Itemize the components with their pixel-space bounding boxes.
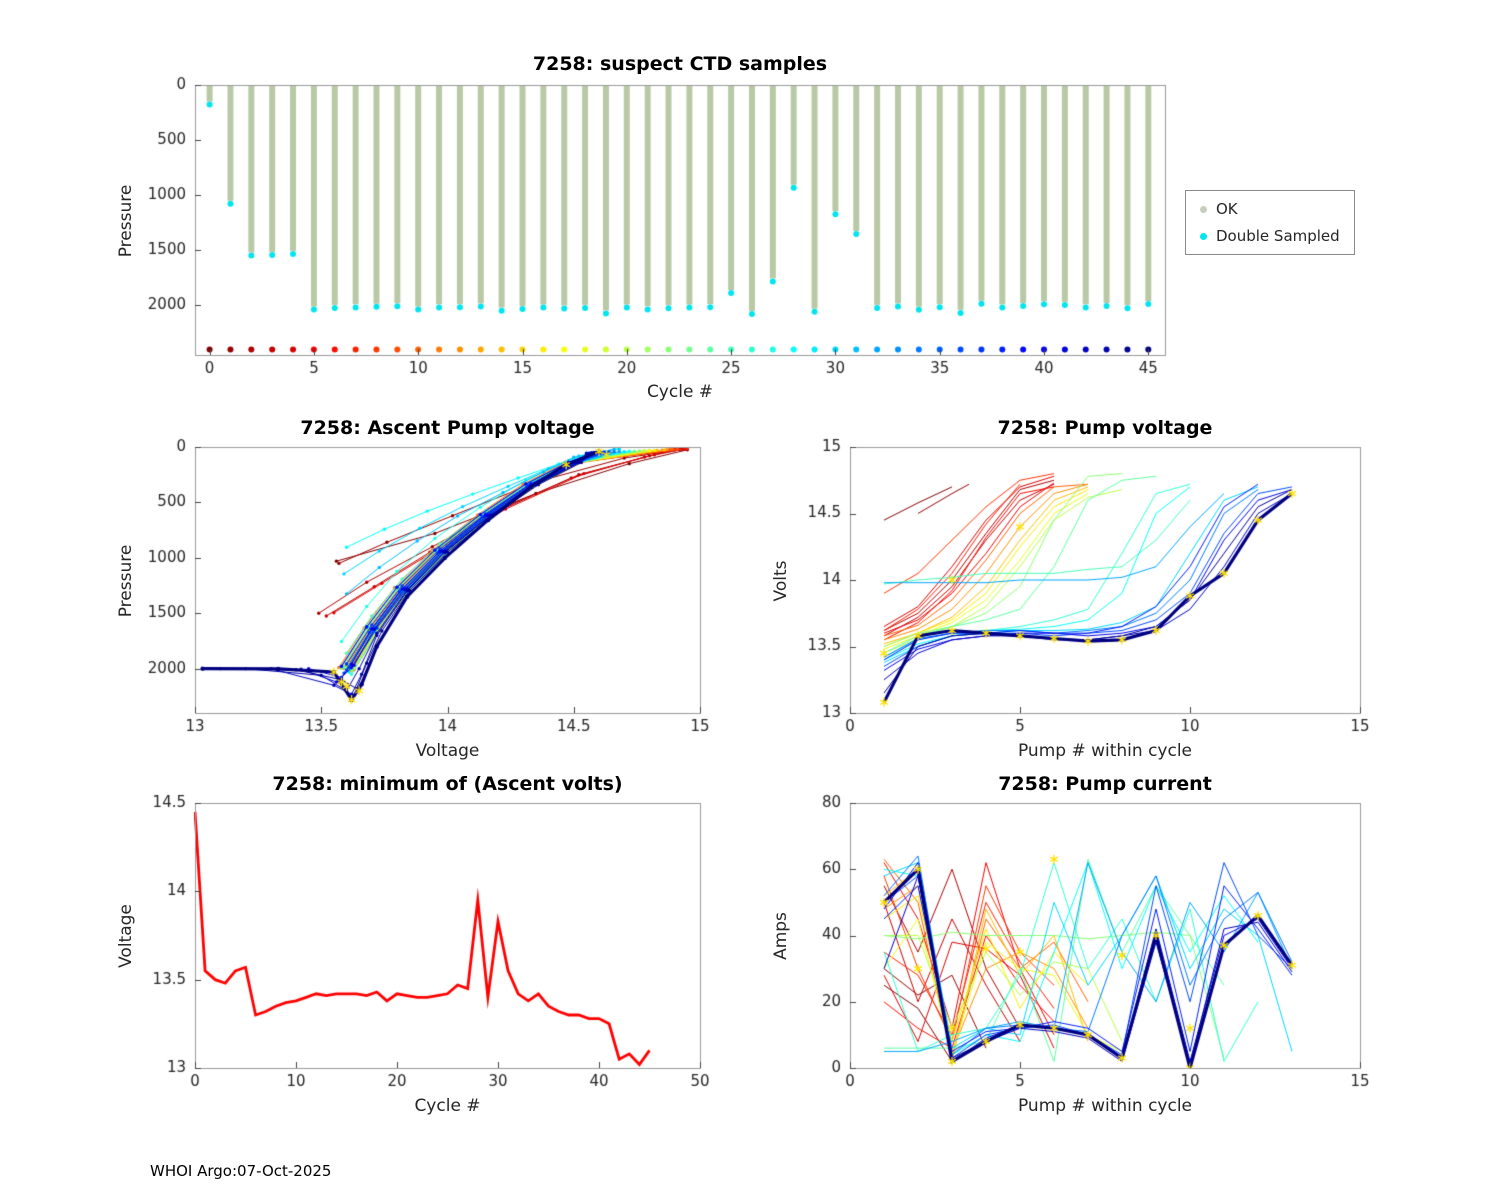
min-volts-xlabel: Cycle #: [414, 1096, 481, 1116]
ctd-ylabel: Pressure: [116, 184, 136, 258]
pump-current-ylabel: Amps: [771, 912, 791, 960]
ctd-xlabel: Cycle #: [646, 382, 714, 402]
ascent-volt-ylabel: Pressure: [116, 544, 136, 618]
pump-current-xlabel: Pump # within cycle: [1017, 1096, 1193, 1116]
pump-volt-xlabel: Pump # within cycle: [1017, 741, 1193, 761]
ascent-volt-xlabel: Voltage: [415, 741, 480, 761]
ok-marker-icon: [1200, 205, 1207, 213]
watermark-text: WHOI Argo:07-Oct-2025: [150, 1162, 332, 1180]
legend-item-ok: OK: [1200, 200, 1340, 218]
legend-item-double-sampled: Double Sampled: [1200, 227, 1340, 245]
pump-voltage-title: 7258: Pump voltage: [997, 417, 1213, 439]
legend-label-ok: OK: [1216, 200, 1238, 218]
legend: OK Double Sampled: [1185, 190, 1355, 255]
min-volts-ylabel: Voltage: [116, 904, 136, 968]
ctd-plot-title: 7258: suspect CTD samples: [532, 53, 828, 75]
pump-current-title: 7258: Pump current: [998, 773, 1212, 795]
legend-label-double-sampled: Double Sampled: [1216, 227, 1340, 245]
ascent-voltage-title: 7258: Ascent Pump voltage: [300, 417, 595, 439]
pump-volt-ylabel: Volts: [771, 560, 791, 602]
min-ascent-volts-title: 7258: minimum of (Ascent volts): [272, 773, 623, 795]
double-sampled-marker-icon: [1200, 232, 1207, 240]
